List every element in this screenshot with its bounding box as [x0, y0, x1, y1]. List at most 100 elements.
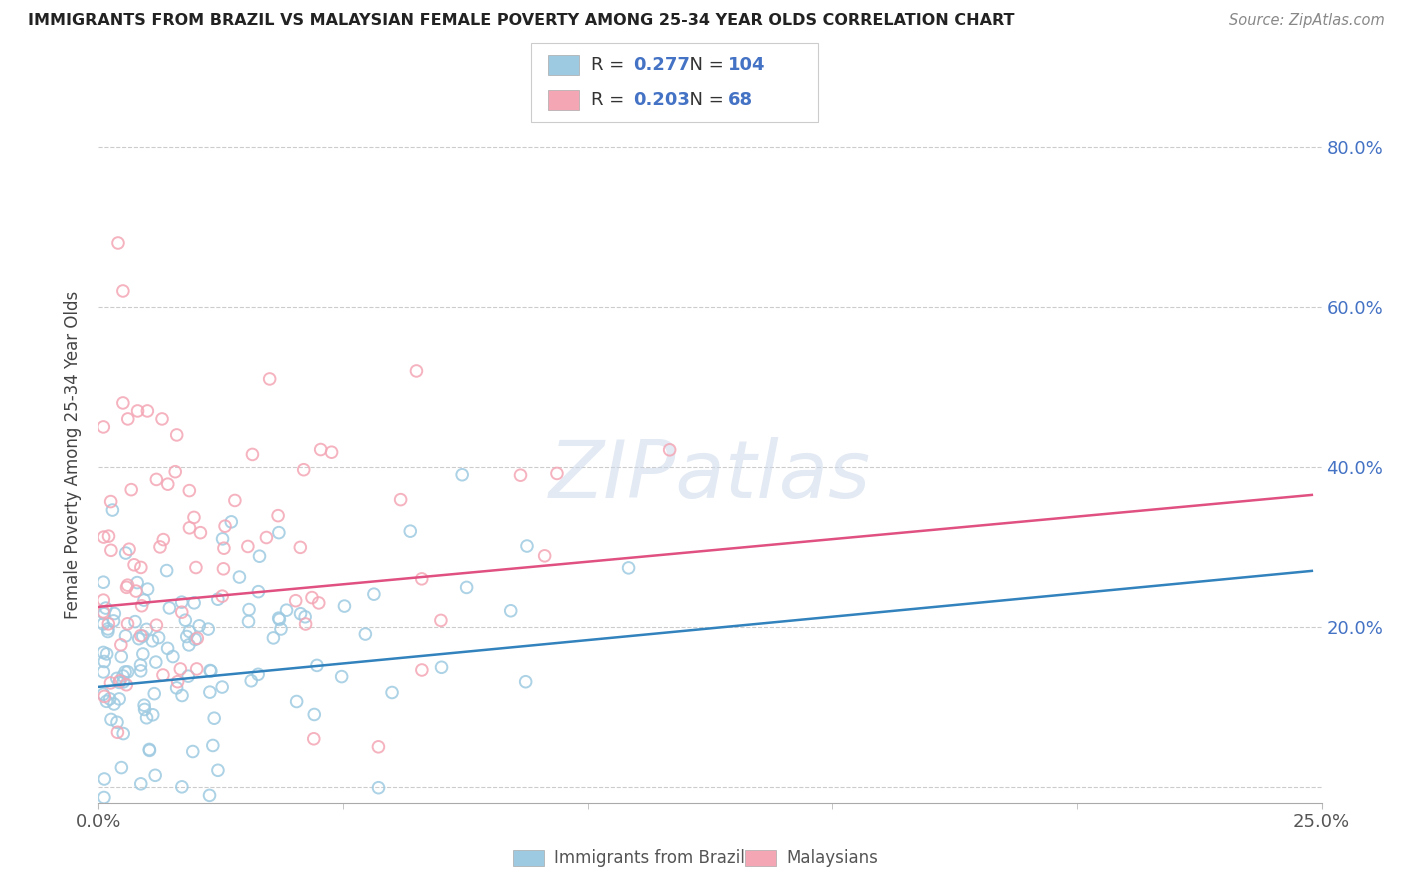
Point — [367, 739, 389, 754]
Point — [135, 711, 157, 725]
Point — [224, 493, 246, 508]
Point — [333, 599, 356, 613]
Point — [170, 689, 193, 703]
Point — [238, 615, 260, 629]
Point — [91, 665, 114, 679]
Point — [132, 593, 155, 607]
Point — [363, 587, 385, 601]
Point — [399, 524, 422, 538]
Text: N =: N = — [678, 91, 730, 109]
Point — [211, 589, 233, 603]
Point — [129, 629, 152, 643]
Point — [202, 711, 225, 725]
Point — [115, 580, 138, 594]
Text: Source: ZipAtlas.com: Source: ZipAtlas.com — [1229, 13, 1385, 29]
Point — [354, 627, 377, 641]
Point — [131, 599, 153, 613]
Point — [93, 790, 115, 805]
Point — [166, 674, 188, 689]
Text: 68: 68 — [728, 91, 754, 109]
Point — [125, 584, 148, 599]
Point — [145, 472, 167, 486]
Point — [136, 582, 159, 596]
Point — [184, 632, 207, 647]
Point — [150, 412, 173, 426]
Point — [170, 780, 193, 794]
Point — [181, 745, 204, 759]
Point — [111, 284, 134, 298]
Point — [141, 633, 163, 648]
Point — [212, 562, 235, 576]
Point — [200, 664, 222, 678]
Point — [236, 540, 259, 554]
Point — [108, 692, 131, 706]
Point — [240, 673, 263, 688]
Point — [103, 607, 125, 621]
Point — [108, 675, 131, 690]
Point — [198, 789, 221, 803]
Point — [100, 676, 122, 690]
Point — [105, 715, 128, 730]
Point — [129, 664, 152, 678]
Point — [129, 777, 152, 791]
Point — [270, 622, 292, 636]
Point — [145, 655, 167, 669]
Point — [292, 463, 315, 477]
Point — [156, 641, 179, 656]
Point — [177, 669, 200, 683]
Point — [294, 609, 316, 624]
Point — [112, 674, 135, 689]
Point — [430, 660, 453, 674]
Point — [186, 632, 208, 646]
Point — [103, 697, 125, 711]
Point — [183, 510, 205, 524]
Point — [97, 622, 120, 636]
Point — [198, 685, 221, 699]
Point — [157, 601, 180, 615]
Point — [148, 631, 170, 645]
Point — [290, 541, 312, 555]
Point — [136, 404, 159, 418]
Point — [228, 570, 250, 584]
Point — [129, 658, 152, 673]
Point — [269, 612, 291, 626]
Point — [308, 596, 330, 610]
Point — [430, 614, 453, 628]
Point — [221, 515, 243, 529]
Point — [276, 603, 298, 617]
Point — [129, 560, 152, 574]
Point — [267, 611, 290, 625]
Point — [267, 525, 290, 540]
Point — [456, 581, 478, 595]
Point — [128, 632, 150, 646]
Point — [117, 412, 139, 426]
Point — [97, 624, 120, 639]
Point — [304, 707, 326, 722]
Point — [91, 593, 114, 607]
Point — [211, 532, 233, 546]
Text: 104: 104 — [728, 56, 766, 74]
Point — [145, 618, 167, 632]
Point — [201, 739, 224, 753]
Point — [91, 687, 114, 701]
Point — [118, 542, 141, 557]
Point — [107, 725, 129, 739]
Point — [91, 645, 114, 659]
Point — [91, 617, 114, 632]
Point — [156, 564, 179, 578]
Point — [117, 665, 139, 679]
Point — [617, 561, 640, 575]
Point — [238, 602, 260, 616]
Point — [132, 629, 155, 643]
Point — [114, 629, 136, 643]
Point — [242, 447, 264, 461]
Point — [122, 558, 145, 572]
Point — [301, 591, 323, 605]
Point — [143, 768, 166, 782]
Point — [516, 539, 538, 553]
Point — [91, 420, 114, 434]
Point — [188, 619, 211, 633]
Point — [127, 404, 149, 418]
Point — [285, 694, 308, 708]
Point — [546, 467, 568, 481]
